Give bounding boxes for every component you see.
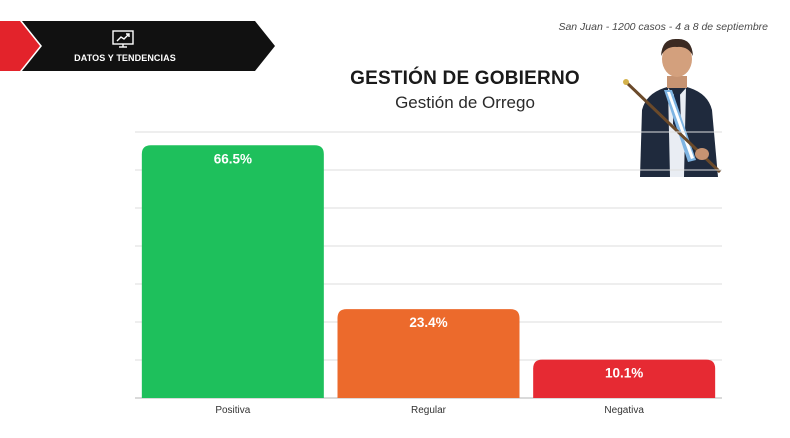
governor-portrait [623,38,722,177]
bar-negativa [533,359,716,398]
chart-bars [141,145,716,398]
brand-label: DATOS Y TENDENCIAS [74,53,176,63]
category-label: Negativa [604,405,644,416]
category-label: Regular [411,405,447,416]
chart-subtitle: Gestión de Orrego [395,93,535,112]
bar-positiva [141,145,324,398]
category-label: Positiva [215,405,250,416]
chart-labels: 66.5% Positiva 23.4% Regular 10.1% Negativa [214,151,645,416]
data-label: 10.1% [605,366,643,381]
trend-chart-icon [112,30,134,48]
brand-banner: DATOS Y TENDENCIAS [0,21,275,71]
bar-regular [337,309,520,398]
survey-info: San Juan - 1200 casos - 4 a 8 de septiem… [558,21,768,33]
chart-title: GESTIÓN DE GOBIERNO [350,68,580,89]
brand-banner-shape [0,21,275,71]
data-label: 66.5% [214,151,252,166]
data-label: 23.4% [409,315,447,330]
